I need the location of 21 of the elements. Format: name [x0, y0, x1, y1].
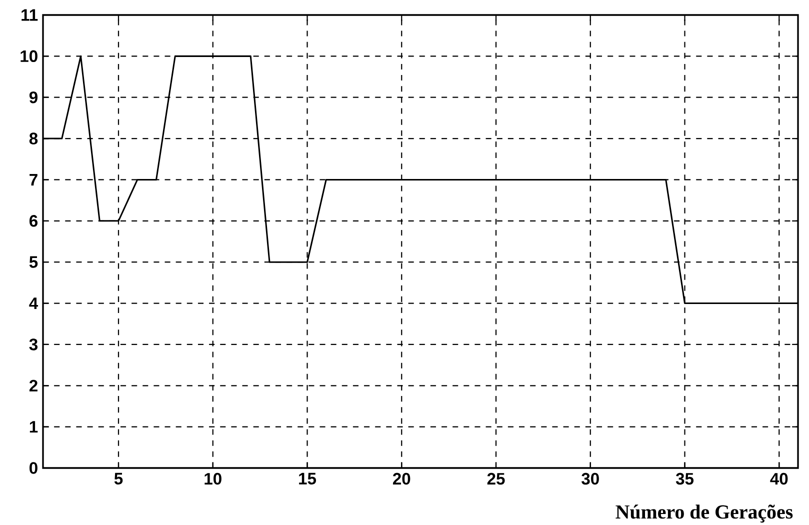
y-tick-label: 9	[29, 91, 38, 104]
y-tick-label: 2	[29, 380, 38, 392]
y-tick-label: 8	[29, 132, 38, 144]
y-tick-label: 1	[30, 421, 38, 433]
y-tick-label: 10	[20, 50, 38, 62]
x-axis-title: Número de Gerações	[616, 504, 793, 523]
x-tick-label: 35	[676, 472, 694, 485]
y-tick-label: 4	[29, 298, 38, 309]
x-tick-label: 20	[392, 472, 410, 485]
y-tick-label: 6	[29, 215, 38, 227]
y-tick-label: 5	[29, 256, 38, 268]
y-tick-label: 11	[22, 9, 38, 21]
x-tick-label: 30	[582, 472, 599, 485]
x-tick-label: 40	[770, 472, 788, 485]
x-tick-label: 25	[487, 472, 505, 485]
x-tick-label: 5	[114, 472, 123, 484]
x-tick-label: 15	[299, 472, 316, 484]
y-tick-label: 7	[30, 174, 38, 186]
x-tick-label: 10	[204, 472, 222, 485]
y-tick-label: 0	[30, 462, 38, 474]
y-tick-label: 3	[29, 338, 38, 350]
